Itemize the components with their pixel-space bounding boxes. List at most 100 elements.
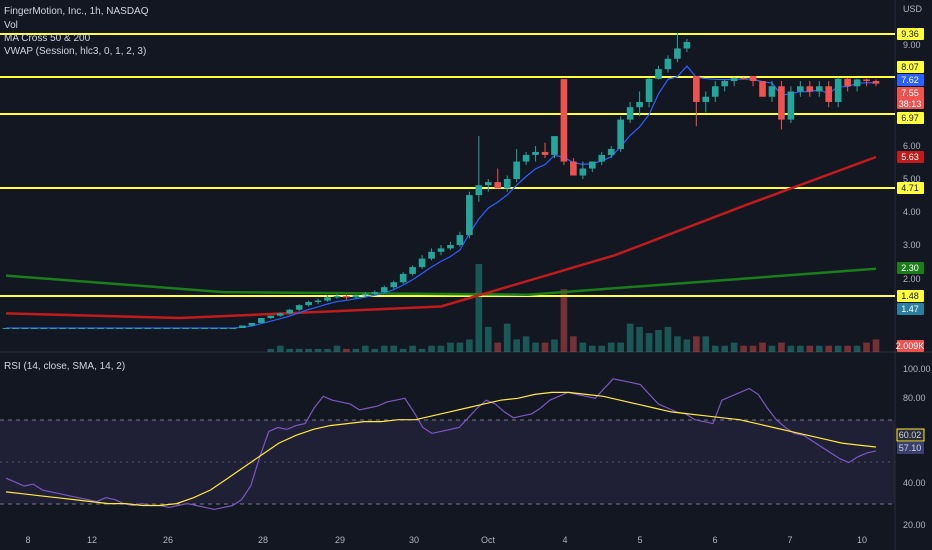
volume-bar	[314, 348, 322, 352]
candle-body	[466, 195, 473, 236]
volume-bar	[598, 345, 606, 352]
candle-body	[97, 328, 104, 329]
candle-body	[607, 148, 615, 155]
volume-bar	[683, 339, 691, 352]
time-tick-label: 8	[25, 535, 30, 545]
candle-body	[778, 86, 785, 120]
volume-bar	[693, 336, 700, 352]
candle-body	[655, 69, 662, 79]
candle-body	[645, 78, 653, 102]
volume-bar	[437, 345, 445, 352]
rsi-lines	[5, 378, 877, 511]
volume-bar	[588, 345, 596, 352]
price-tag-label: 2.30	[901, 263, 919, 273]
rsi-tick-label: 80.00	[903, 393, 926, 403]
candle-body	[31, 328, 38, 329]
price-tag-bg	[897, 28, 924, 40]
price-tag-label: 9.36	[901, 29, 919, 39]
volume-bar	[664, 326, 672, 352]
volume-bar	[645, 333, 653, 352]
candle-body	[711, 86, 719, 97]
candle-body	[163, 328, 171, 329]
candle-body	[182, 328, 189, 329]
time-tick-label: 7	[787, 535, 792, 545]
volume-bar	[551, 339, 558, 352]
volume-bar	[305, 348, 312, 352]
price-tag-bg	[897, 87, 924, 109]
candle-body	[333, 296, 341, 298]
candle-body	[314, 300, 322, 302]
candle-body	[40, 328, 48, 329]
vol-legend[interactable]: Vol	[4, 20, 18, 31]
candle-body	[702, 96, 710, 102]
candle-body	[210, 328, 218, 329]
candle-body	[116, 328, 123, 329]
candle-body	[740, 78, 747, 80]
volume-bar	[503, 323, 511, 352]
volume-bar	[702, 336, 710, 352]
volume-bar	[560, 289, 568, 352]
volume-bar	[475, 264, 483, 352]
candle-body	[78, 328, 85, 329]
volume-bar	[815, 345, 823, 352]
volume-bar	[853, 345, 861, 352]
rsi-ma-tag-bg	[896, 428, 925, 442]
candle-body	[59, 328, 67, 329]
time-tick-label: 6	[712, 535, 717, 545]
volume-bar	[721, 345, 729, 352]
candle-body	[863, 79, 870, 82]
volume-bar	[362, 345, 369, 352]
volume-bar	[825, 345, 833, 352]
price-tag-bg	[897, 290, 924, 302]
candle-body	[343, 296, 350, 298]
volume-bar	[711, 345, 719, 352]
price-tag-label: 6.97	[901, 113, 919, 123]
horizontal-levels[interactable]	[0, 33, 895, 297]
candle-body	[352, 295, 360, 298]
candle-body	[428, 251, 435, 259]
volume-bar	[428, 345, 435, 352]
candle-body	[484, 182, 492, 186]
candle-body	[588, 161, 596, 169]
candle-body	[494, 182, 502, 189]
price-tag-bg	[897, 61, 924, 73]
candle-body	[636, 101, 643, 108]
candle-body	[598, 154, 606, 162]
candle-body	[806, 86, 814, 92]
price-tag-bg	[897, 182, 924, 194]
candle-body	[144, 328, 152, 329]
candle-body	[674, 48, 681, 59]
rsi-ma-tag-label: 60.02	[899, 430, 922, 440]
candle-body	[239, 325, 246, 328]
candle-body	[49, 328, 57, 329]
volume-bar	[295, 348, 303, 352]
volume-bar	[797, 345, 804, 352]
volume-bar	[380, 345, 388, 352]
vwap-legend[interactable]: VWAP (Session, hlc3, 0, 1, 2, 3)	[4, 46, 147, 57]
volume-bar	[371, 348, 379, 352]
rsi-legend[interactable]: RSI (14, close, SMA, 14, 2)	[4, 361, 126, 372]
price-tick-label: 5.00	[903, 174, 921, 184]
candle-body	[447, 245, 454, 249]
volume-bar	[570, 336, 577, 352]
candle-body	[409, 267, 416, 274]
rsi-tag-label: 57.10	[899, 443, 922, 453]
volume-bar	[447, 342, 454, 352]
volume-bar	[740, 345, 747, 352]
volume-bar	[333, 345, 341, 352]
candle-body	[153, 328, 161, 329]
candle-body	[324, 297, 331, 301]
candle-body	[456, 235, 464, 245]
time-tick-label: 4	[562, 535, 567, 545]
volume-bars	[267, 264, 880, 352]
volume-bar	[399, 348, 407, 352]
ma-cross-legend[interactable]: MA Cross 50 & 200	[4, 33, 91, 44]
candle-body	[787, 91, 795, 120]
time-tick-label: 10	[857, 535, 867, 545]
volume-bar	[863, 342, 870, 352]
volume-bar	[352, 348, 360, 352]
candle-body	[399, 273, 407, 283]
price-tick-label: 9.00	[903, 40, 921, 50]
price-tick-label: 2.00	[903, 274, 921, 284]
